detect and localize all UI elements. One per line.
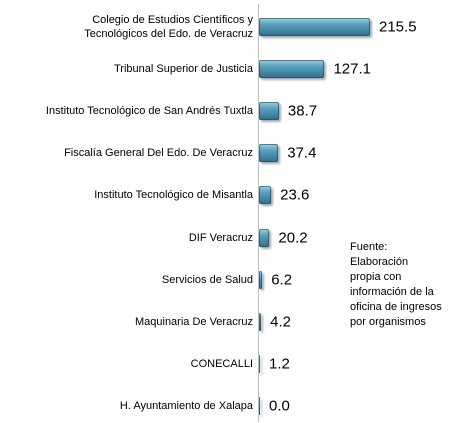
y-tick-label: CONECALLI xyxy=(190,357,253,370)
annotation-line: Elaboración xyxy=(350,256,409,268)
data-label: 20.2 xyxy=(278,229,308,246)
y-tick-label: Maquinaria De Veracruz xyxy=(134,315,253,328)
bar xyxy=(259,18,370,36)
annotation: Fuente: Elaboración propia con información … xyxy=(350,240,442,330)
y-tick-label: DIF Veracruz xyxy=(188,231,253,244)
bar xyxy=(259,354,260,373)
bar xyxy=(259,186,272,205)
y-tick-label: Fiscalía General Del Edo. De Veracruz xyxy=(64,147,253,160)
data-label: 37.4 xyxy=(287,144,317,162)
data-label: 127.1 xyxy=(333,60,371,78)
bar xyxy=(259,228,270,247)
annotation-line: oficina de ingresos xyxy=(350,301,442,313)
data-label: 1.2 xyxy=(269,355,290,373)
y-tick-label: Servicios de Salud xyxy=(161,273,253,286)
data-label: 0.0 xyxy=(269,397,290,415)
y-tick-label: Colegio de Estudios Científicos y Tecnol… xyxy=(84,14,253,40)
data-label: 215.5 xyxy=(379,18,417,36)
y-tick-label: Instituto Tecnológico de San Andrés Tuxt… xyxy=(45,105,253,118)
y-tick-label: Instituto Tecnológico de Misantla xyxy=(94,189,253,202)
bar xyxy=(259,270,263,289)
bar xyxy=(259,312,262,331)
bar xyxy=(259,102,279,121)
data-label: 23.6 xyxy=(280,186,310,204)
bar xyxy=(259,144,279,163)
annotation-line: por organismos xyxy=(350,316,426,328)
data-label: 4.2 xyxy=(270,313,292,331)
axis-line xyxy=(258,4,259,422)
data-label: 6.2 xyxy=(271,271,293,289)
y-tick-label: H. Ayuntamiento de Xalapa xyxy=(119,399,253,412)
y-tick-label: Tribunal Superior de Justicia xyxy=(114,63,253,76)
bar xyxy=(259,396,260,415)
data-label: 38.7 xyxy=(287,102,318,120)
annotation-line: Fuente: xyxy=(350,241,388,253)
bar xyxy=(259,60,325,79)
annotation-line: información de la xyxy=(350,286,434,298)
annotation-line: propia con xyxy=(350,271,402,283)
